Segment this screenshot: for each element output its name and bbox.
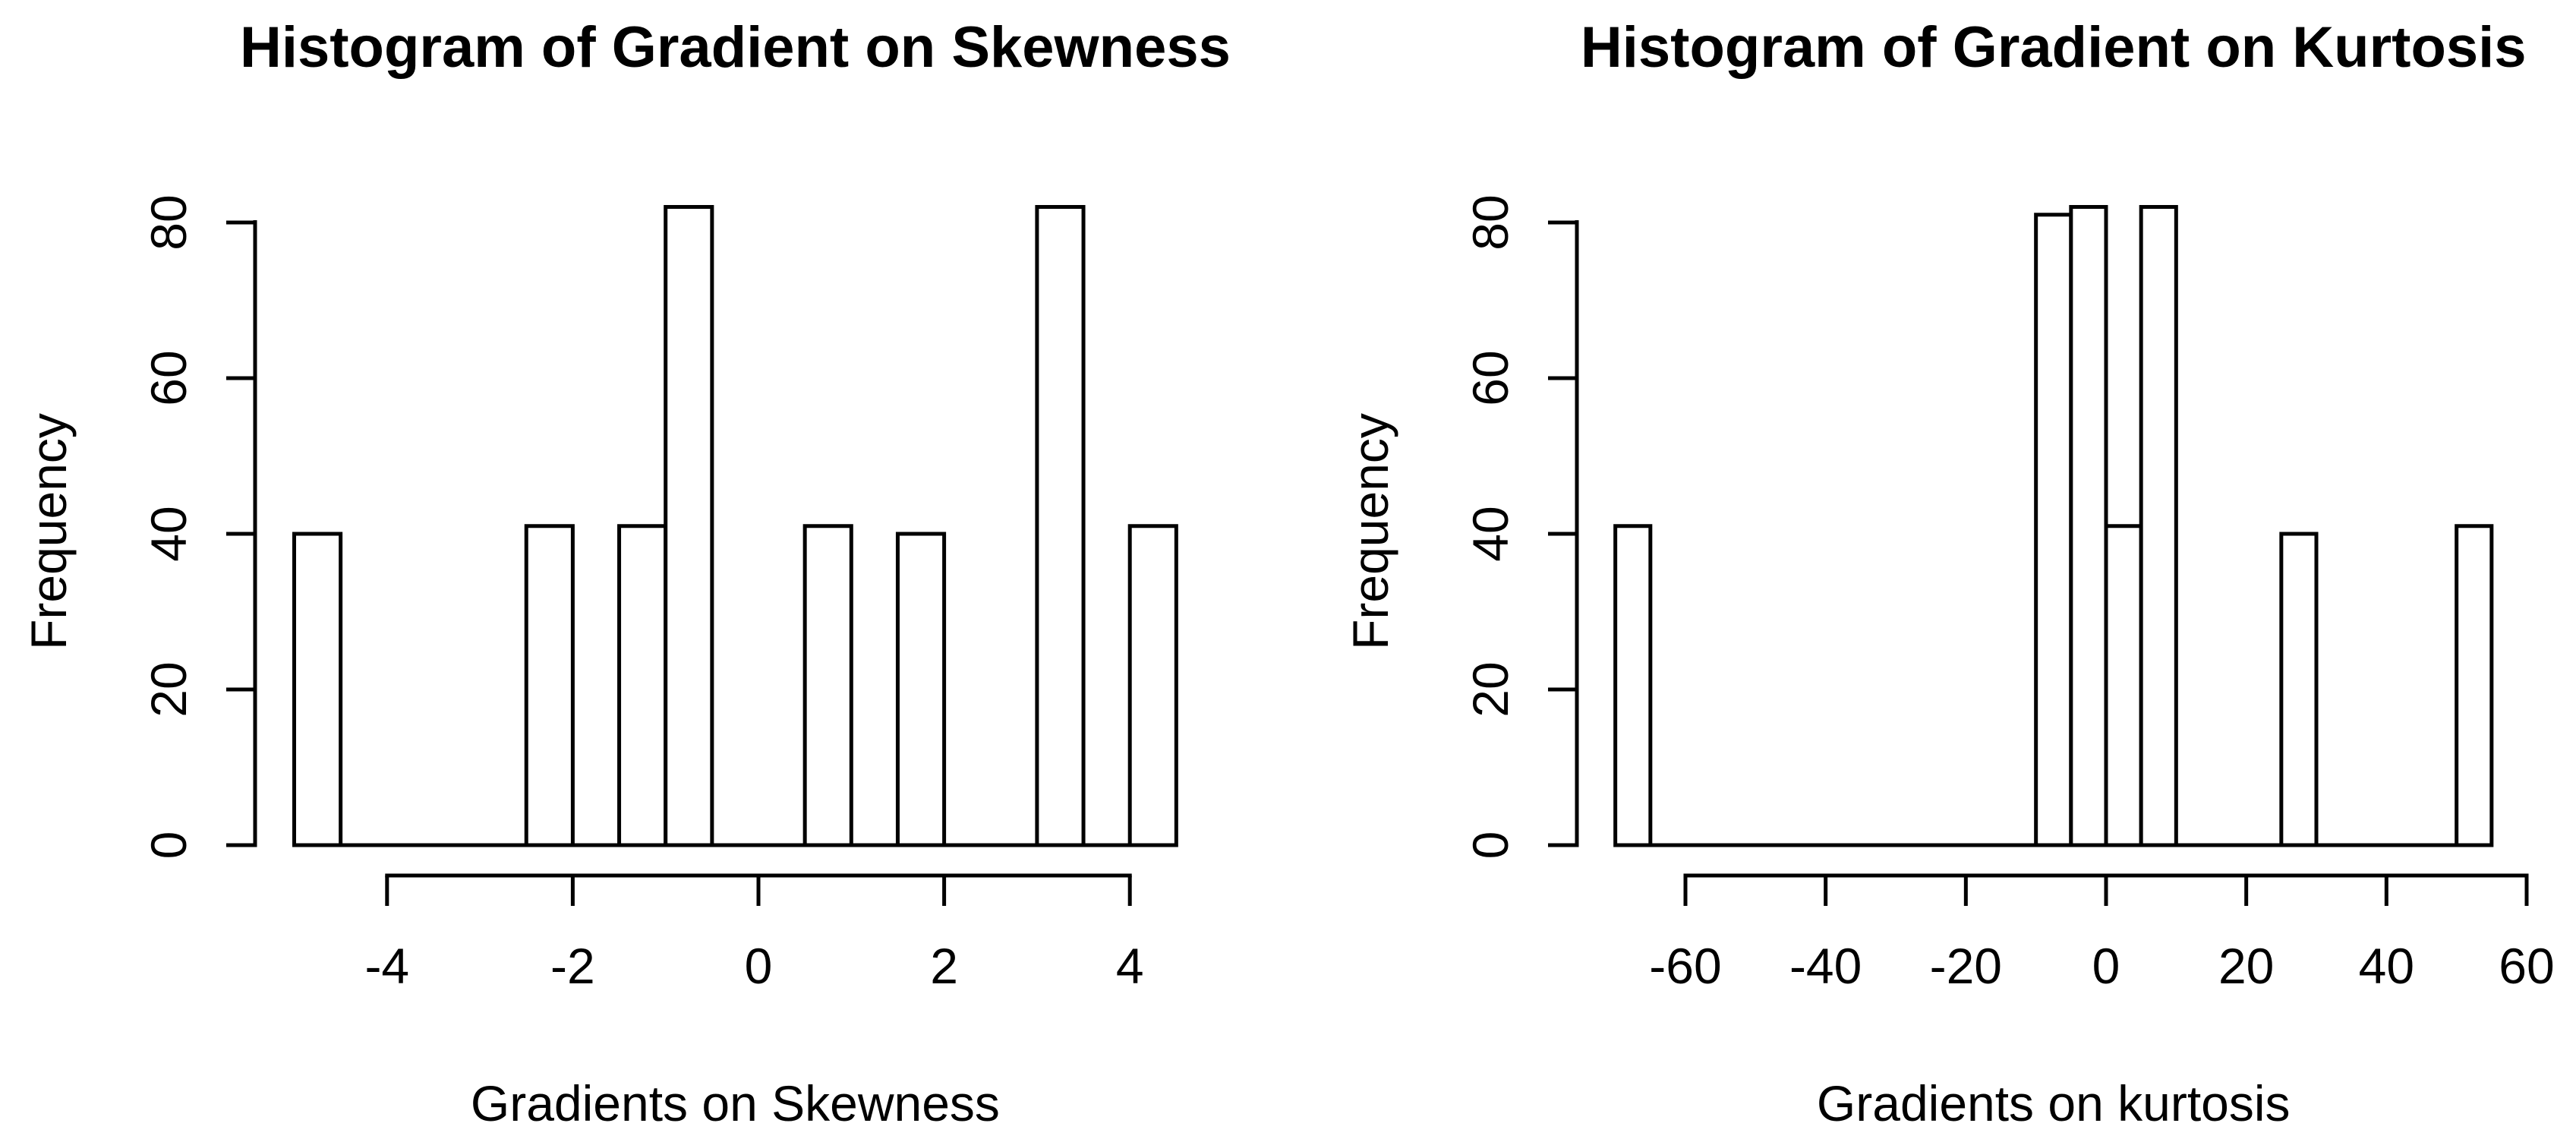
histogram-bar <box>1613 524 1653 847</box>
histogram-bar <box>802 524 853 847</box>
histogram-bars <box>292 205 1178 847</box>
x-axis-title: Gradients on Skewness <box>471 1075 1000 1131</box>
y-tick-label: 80 <box>140 194 197 250</box>
y-tick-label: 60 <box>140 350 197 405</box>
x-tick-label: -4 <box>364 938 409 994</box>
histogram-bar <box>2034 213 2073 847</box>
histogram-bar <box>2455 524 2494 847</box>
x-tick-label: 4 <box>1116 938 1144 994</box>
histogram-bar <box>617 524 668 847</box>
y-tick-label: 40 <box>140 506 197 561</box>
histogram-bar <box>292 532 343 847</box>
y-axis-title: Frequency <box>1342 413 1398 650</box>
x-tick-label: -2 <box>550 938 595 994</box>
x-tick-label: 0 <box>2092 938 2120 994</box>
x-axis-title: Gradients on kurtosis <box>1817 1075 2291 1131</box>
histogram-bar <box>1127 524 1178 847</box>
x-tick-label: 0 <box>745 938 773 994</box>
x-tick-label: 20 <box>2218 938 2274 994</box>
chart-panel-skewness: Histogram of Gradient on Skewness0204060… <box>20 15 1231 1131</box>
x-axis: -60 -40 -20 0 20 40 60 <box>1649 873 2555 994</box>
y-tick-label: 0 <box>140 831 197 860</box>
histogram-bar <box>524 524 575 847</box>
histogram-bars <box>1613 205 2494 847</box>
x-tick-label: -20 <box>1930 938 2002 994</box>
histogram-bar <box>2139 205 2178 847</box>
x-tick-label: 40 <box>2359 938 2414 994</box>
x-tick-label: -40 <box>1789 938 1862 994</box>
histogram-bar <box>2104 524 2143 847</box>
y-axis: 0 20 40 60 80 <box>140 194 257 860</box>
y-tick-label: 20 <box>140 661 197 717</box>
histogram-bar <box>895 532 947 847</box>
x-axis: -4 -2 0 2 4 <box>364 873 1144 994</box>
y-tick-label: 40 <box>1462 506 1518 561</box>
x-tick-label: -60 <box>1649 938 1721 994</box>
y-tick-label: 20 <box>1462 661 1518 717</box>
y-tick-label: 60 <box>1462 350 1518 405</box>
chart-title: Histogram of Gradient on Skewness <box>240 15 1231 80</box>
histogram-bar <box>664 205 714 847</box>
chart-title: Histogram of Gradient on Kurtosis <box>1581 15 2527 80</box>
chart-panel-kurtosis: Histogram of Gradient on Kurtosis 0 20 40 60… <box>1342 15 2555 1131</box>
histogram-bar <box>1035 205 1086 847</box>
histogram-bar <box>2279 532 2319 847</box>
y-tick-label: 80 <box>1462 194 1518 250</box>
y-tick-label: 0 <box>1462 831 1518 860</box>
y-axis-title: Frequency <box>20 413 77 650</box>
x-tick-label: 2 <box>930 938 958 994</box>
x-tick-label: 60 <box>2499 938 2554 994</box>
y-axis: 0 20 40 60 80 <box>1462 194 1579 860</box>
histogram-bar <box>2069 205 2108 847</box>
